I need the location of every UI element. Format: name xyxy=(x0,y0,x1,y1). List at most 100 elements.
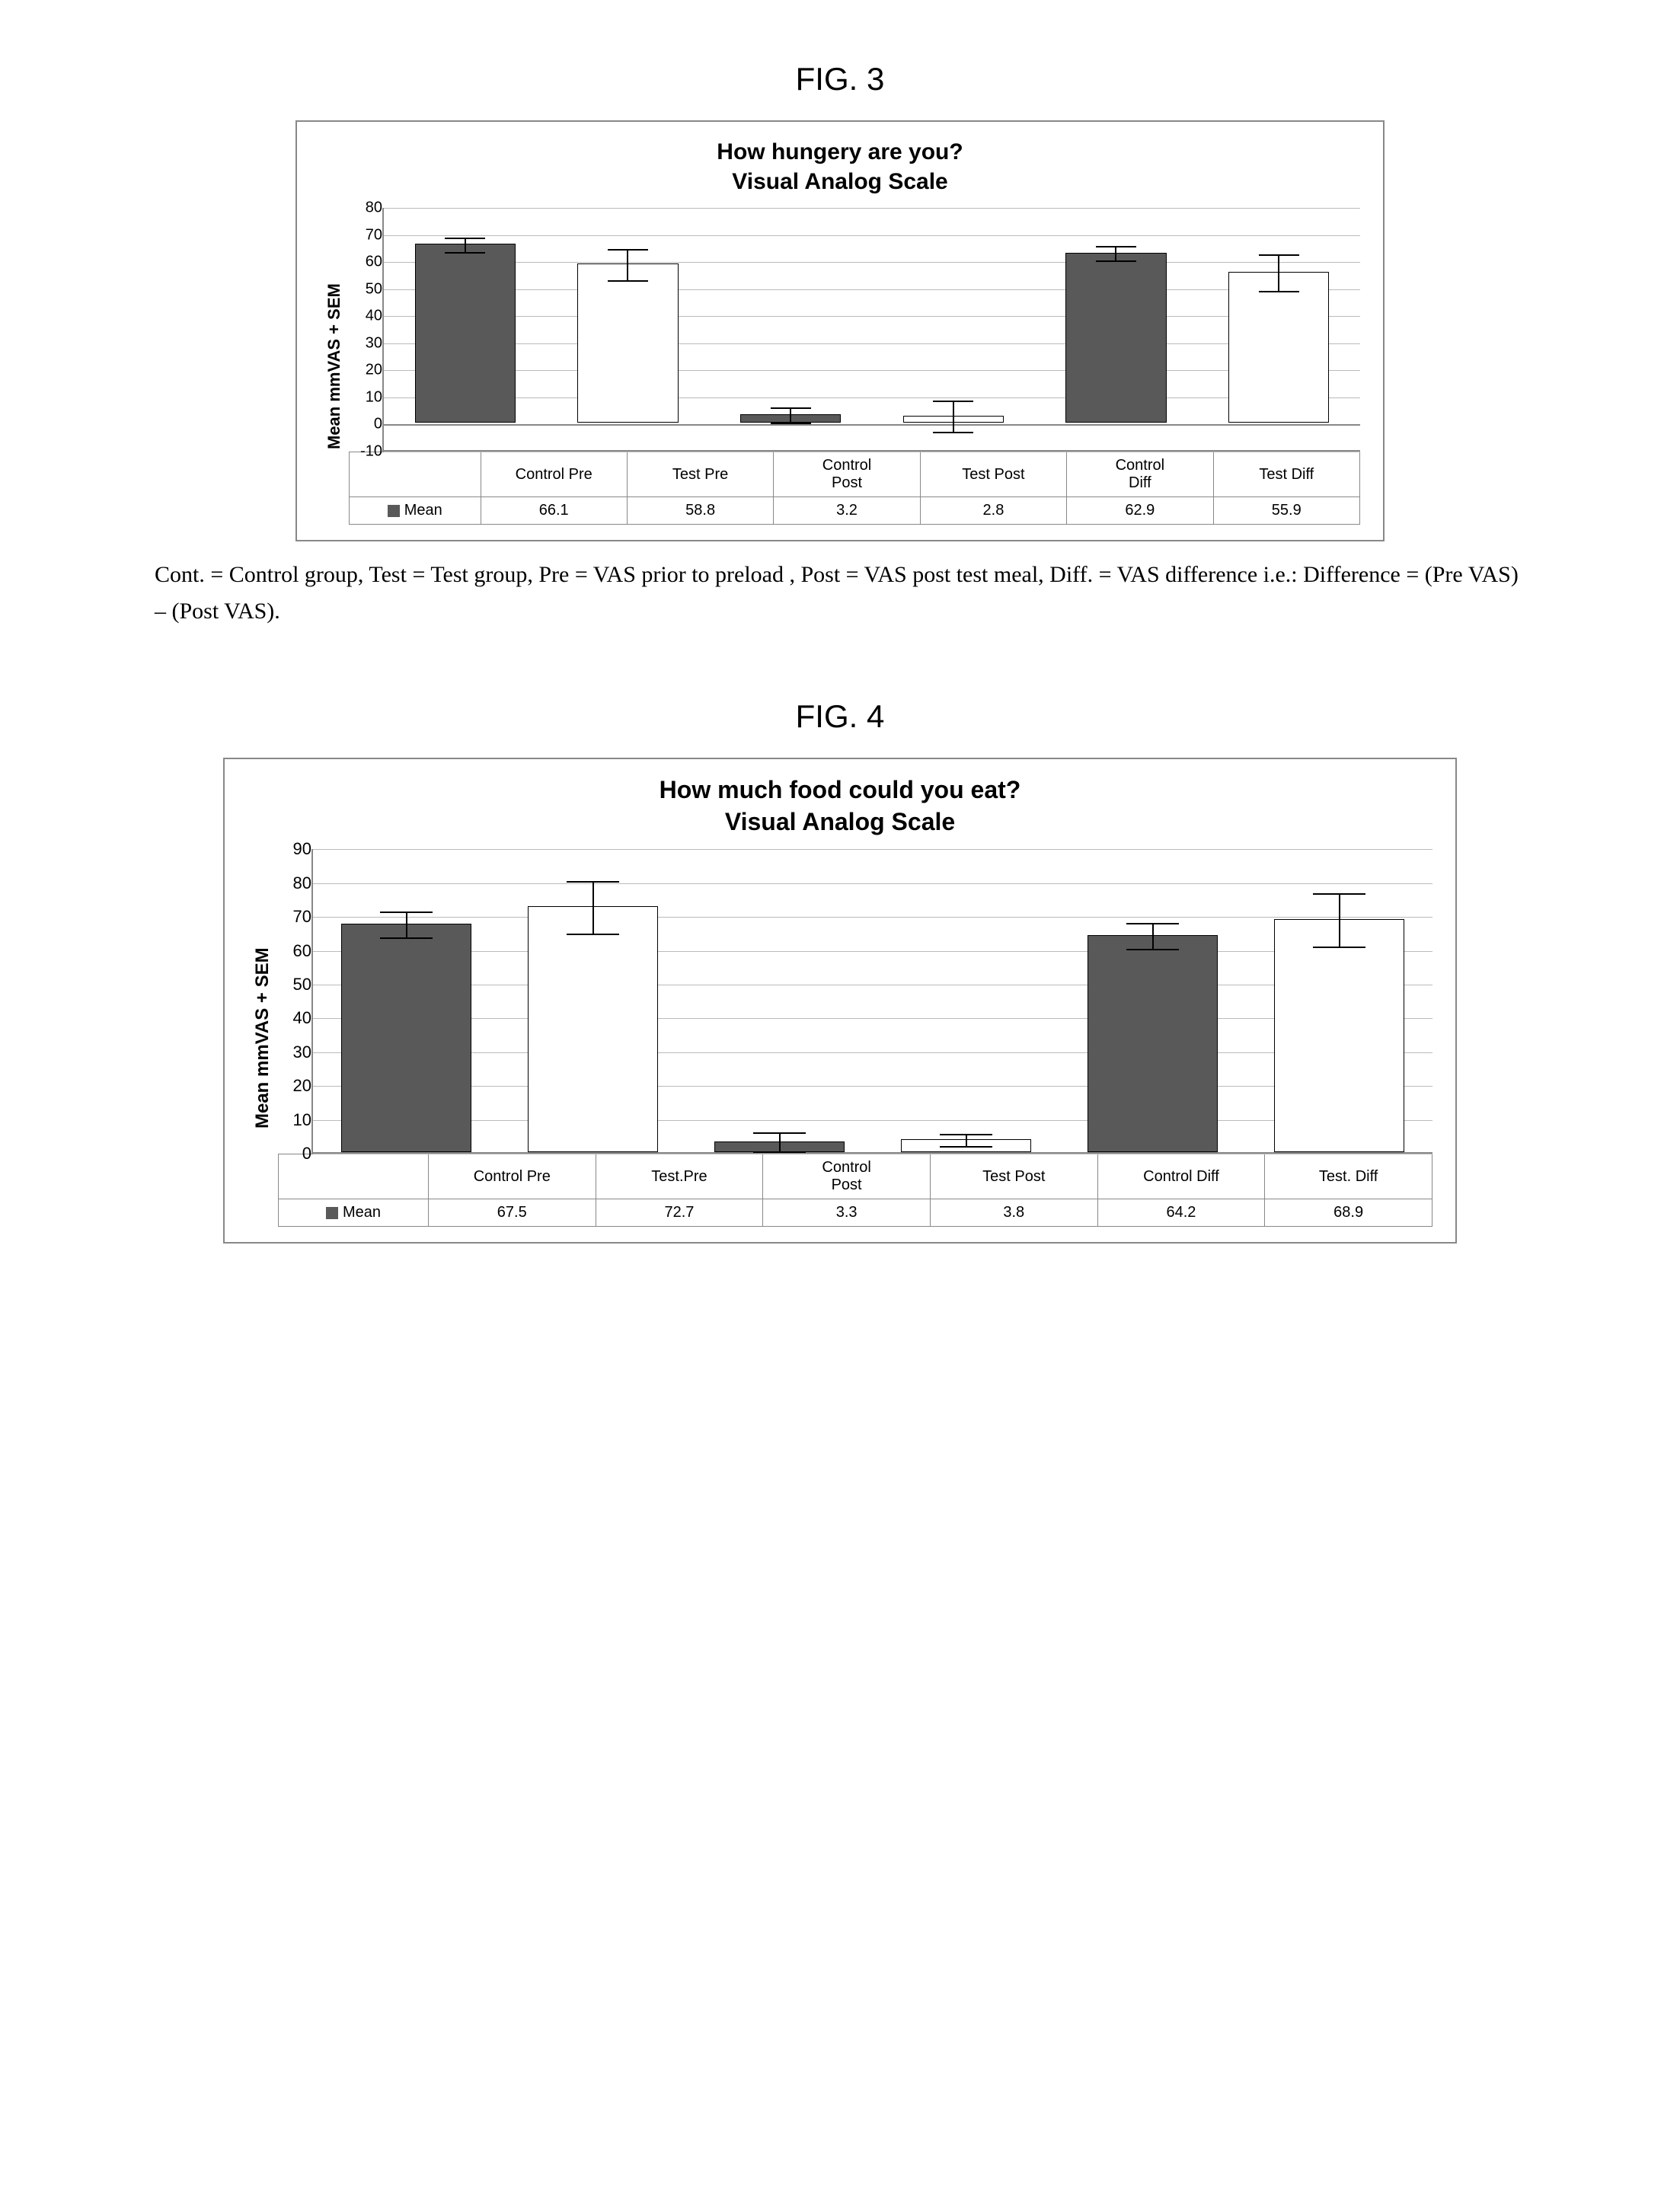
category-label: Test.Pre xyxy=(596,1154,763,1199)
category-label: Test Post xyxy=(920,452,1066,497)
y-tick-label: 10 xyxy=(366,388,382,406)
chart-title-line: How hungery are you? xyxy=(320,137,1360,167)
bar xyxy=(1274,919,1405,1152)
y-tick-label: 30 xyxy=(293,1042,311,1062)
category-label: Control Pre xyxy=(428,1154,596,1199)
value-cell: 58.8 xyxy=(627,497,773,525)
category-label: Control Pre xyxy=(481,452,627,497)
value-cell: 3.2 xyxy=(774,497,920,525)
legend-label: Mean xyxy=(404,502,442,519)
legend-cell: Mean xyxy=(279,1199,429,1227)
category-label: ControlPost xyxy=(774,452,920,497)
error-bar xyxy=(714,1132,845,1153)
grid-line xyxy=(384,424,1360,426)
y-tick-label: 50 xyxy=(366,280,382,298)
grid-line xyxy=(384,289,1360,290)
legend-label: Mean xyxy=(343,1204,381,1221)
grid-line xyxy=(384,208,1360,209)
grid-line xyxy=(313,1018,1432,1019)
grid-line xyxy=(384,397,1360,398)
bar xyxy=(577,263,678,423)
chart-title-line: Visual Analog Scale xyxy=(320,167,1360,196)
y-tick-label: 50 xyxy=(293,975,311,995)
grid-line xyxy=(313,1120,1432,1121)
y-tick-label: 40 xyxy=(366,308,382,325)
value-cell: 3.3 xyxy=(763,1199,931,1227)
y-axis-label: Mean mmVAS + SEM xyxy=(320,208,349,525)
y-tick-label: 40 xyxy=(293,1008,311,1028)
value-cell: 3.8 xyxy=(930,1199,1097,1227)
data-table: Control PreTest.PreControlPostTest PostC… xyxy=(278,1154,1432,1227)
value-cell: 72.7 xyxy=(596,1199,763,1227)
category-label: Test Diff xyxy=(1213,452,1359,497)
y-tick-label: 80 xyxy=(293,873,311,893)
error-bar xyxy=(577,249,678,282)
bar xyxy=(1065,253,1166,423)
legend-swatch-icon xyxy=(326,1207,338,1219)
y-tick-label: 70 xyxy=(293,907,311,927)
grid-line xyxy=(384,262,1360,263)
figure-caption: Cont. = Control group, Test = Test group… xyxy=(155,557,1525,630)
chart-title-line: How much food could you eat? xyxy=(248,774,1432,806)
value-cell: 2.8 xyxy=(920,497,1066,525)
value-cell: 67.5 xyxy=(428,1199,596,1227)
y-tick-label: 20 xyxy=(293,1076,311,1096)
y-tick-label: -10 xyxy=(360,443,382,461)
error-bar xyxy=(1088,923,1218,950)
y-tick-label: 20 xyxy=(366,362,382,379)
grid-line xyxy=(313,883,1432,884)
grid-line xyxy=(313,951,1432,952)
y-axis-ticks: 80706050403020100-10 xyxy=(349,208,382,452)
category-label: Control Diff xyxy=(1097,1154,1265,1199)
grid-line xyxy=(313,1086,1432,1087)
bar xyxy=(1228,272,1329,423)
category-label: Test. Diff xyxy=(1265,1154,1432,1199)
error-bar xyxy=(1274,893,1405,947)
value-cell: 68.9 xyxy=(1265,1199,1432,1227)
table-corner xyxy=(279,1154,429,1199)
bar xyxy=(415,244,516,423)
category-label: ControlPost xyxy=(763,1154,931,1199)
y-tick-label: 0 xyxy=(374,416,382,433)
y-tick-label: 80 xyxy=(366,200,382,217)
figure-label: FIG. 3 xyxy=(30,61,1650,97)
y-tick-label: 90 xyxy=(293,839,311,859)
error-bar xyxy=(903,401,1004,433)
grid-line xyxy=(313,1052,1432,1053)
value-cell: 64.2 xyxy=(1097,1199,1265,1227)
error-bar xyxy=(1228,254,1329,292)
grid-line xyxy=(384,343,1360,344)
category-label: Test Post xyxy=(930,1154,1097,1199)
y-axis-ticks: 9080706050403020100 xyxy=(278,849,311,1154)
chart-container: How hungery are you?Visual Analog Scale M… xyxy=(295,120,1385,541)
category-label: Test Pre xyxy=(627,452,773,497)
plot-area xyxy=(311,849,1432,1154)
error-bar xyxy=(740,407,841,423)
chart-title-line: Visual Analog Scale xyxy=(248,806,1432,838)
grid-line xyxy=(384,370,1360,371)
bar xyxy=(341,924,472,1152)
grid-line xyxy=(384,316,1360,317)
y-tick-label: 70 xyxy=(366,226,382,244)
y-axis-label: Mean mmVAS + SEM xyxy=(248,849,278,1227)
value-cell: 66.1 xyxy=(481,497,627,525)
grid-line xyxy=(313,917,1432,918)
chart-title: How much food could you eat?Visual Analo… xyxy=(248,774,1432,838)
bar xyxy=(528,906,659,1152)
bar xyxy=(1088,935,1218,1152)
chart-title: How hungery are you?Visual Analog Scale xyxy=(320,137,1360,196)
grid-line xyxy=(313,849,1432,850)
legend-cell: Mean xyxy=(350,497,481,525)
value-cell: 55.9 xyxy=(1213,497,1359,525)
error-bar xyxy=(528,881,659,935)
figure-label: FIG. 4 xyxy=(30,698,1650,735)
error-bar xyxy=(415,238,516,254)
plot-area xyxy=(382,208,1360,452)
y-tick-label: 60 xyxy=(293,941,311,961)
chart-container: How much food could you eat?Visual Analo… xyxy=(223,758,1457,1244)
y-tick-label: 0 xyxy=(302,1144,311,1164)
data-table: Control PreTest PreControlPostTest PostC… xyxy=(349,452,1360,525)
error-bar xyxy=(901,1134,1032,1148)
error-bar xyxy=(341,912,472,939)
legend-swatch-icon xyxy=(388,505,400,517)
